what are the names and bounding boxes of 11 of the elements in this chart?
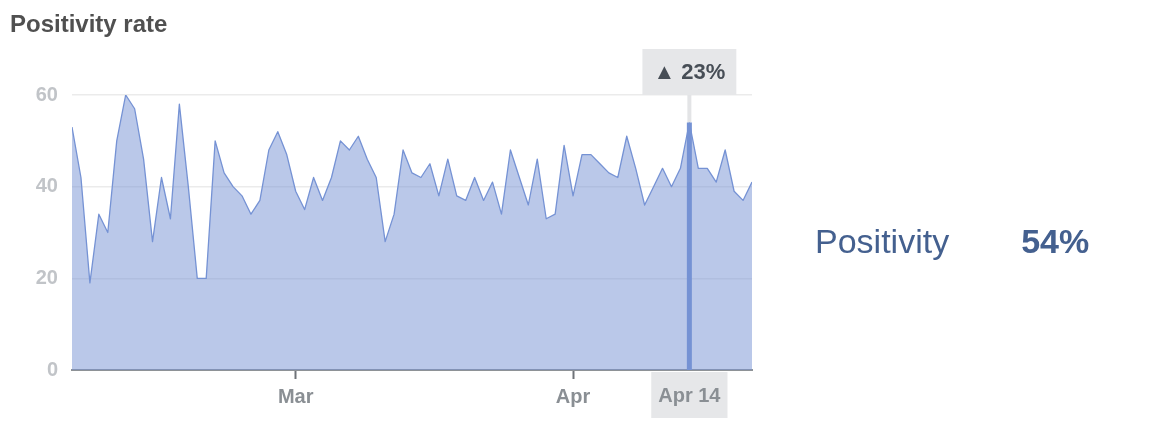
y-tick-label: 20: [35, 265, 58, 288]
y-tick-label: 40: [35, 174, 58, 197]
y-tick-label: 0: [46, 357, 58, 380]
x-tick-label: Mar: [277, 384, 314, 407]
y-tick-label: 60: [35, 82, 58, 105]
annotation: ▲ 23%: [653, 59, 726, 85]
series-label: Positivity: [815, 222, 950, 261]
chart-title: Positivity rate: [10, 10, 168, 38]
text: 54%: [1021, 222, 1090, 261]
x-tick-label: Apr: [555, 384, 591, 407]
ref-line-label: Apr 14: [658, 383, 722, 406]
